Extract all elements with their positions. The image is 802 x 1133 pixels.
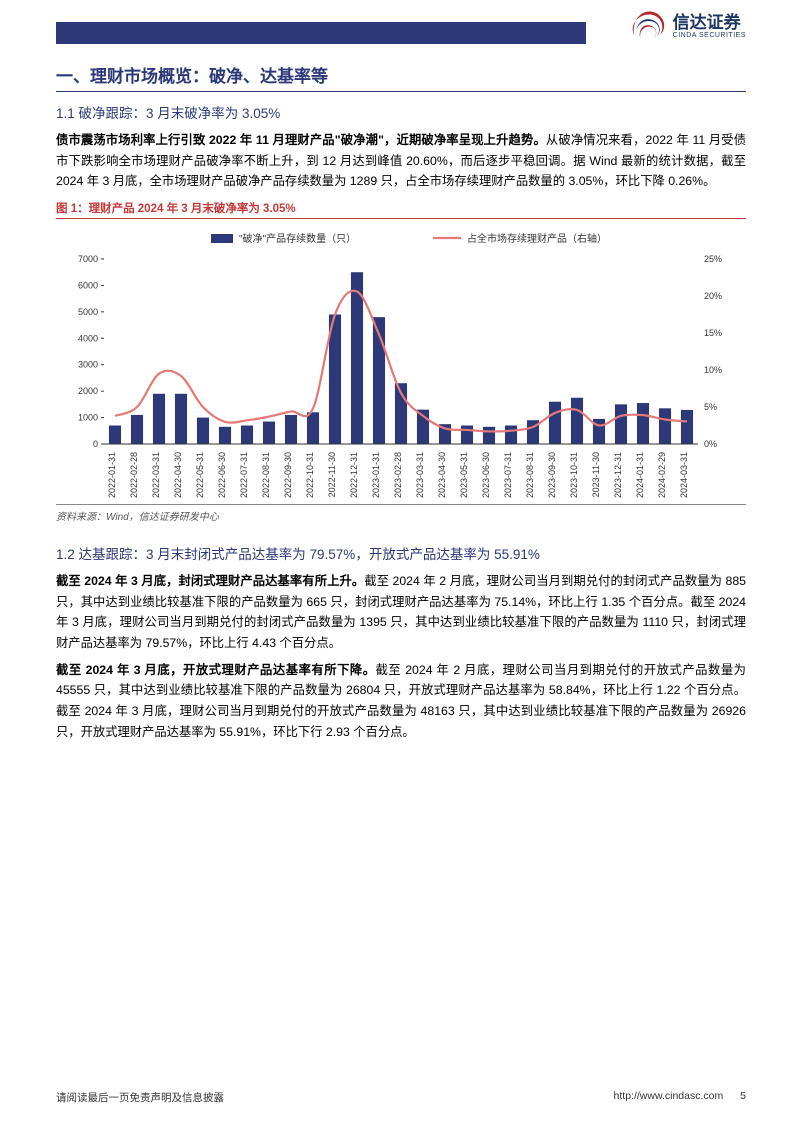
svg-text:占全市场存续理财产品（右轴）: 占全市场存续理财产品（右轴） — [467, 232, 607, 245]
svg-text:2023-10-31: 2023-10-31 — [569, 452, 579, 498]
svg-text:2023-01-31: 2023-01-31 — [371, 452, 381, 498]
logo-swirl-icon — [629, 10, 667, 44]
svg-text:2022-01-31: 2022-01-31 — [107, 452, 117, 498]
svg-text:4000: 4000 — [78, 333, 98, 343]
svg-text:2022-04-30: 2022-04-30 — [173, 452, 183, 498]
svg-text:2022-02-28: 2022-02-28 — [129, 452, 139, 498]
svg-text:0: 0 — [93, 439, 98, 449]
footer-disclaimer: 请阅读最后一页免责声明及信息披露 — [56, 1090, 224, 1105]
svg-text:15%: 15% — [704, 328, 722, 338]
para3-bold-lead: 截至 2024 年 3 月底，开放式理财产品达基率有所下降。 — [56, 663, 376, 677]
svg-text:2022-07-31: 2022-07-31 — [239, 452, 249, 498]
svg-text:1000: 1000 — [78, 413, 98, 423]
svg-text:2023-05-31: 2023-05-31 — [459, 452, 469, 498]
page-number: 5 — [740, 1090, 746, 1102]
logo-chinese-name: 信达证券 — [673, 14, 746, 32]
svg-text:2022-09-30: 2022-09-30 — [283, 452, 293, 498]
svg-text:25%: 25% — [704, 254, 722, 264]
svg-text:3000: 3000 — [78, 360, 98, 370]
svg-text:2022-11-30: 2022-11-30 — [327, 452, 337, 497]
svg-text:"破净"产品存续数量（只）: "破净"产品存续数量（只） — [239, 232, 356, 245]
footer-url: http://www.cindasc.com — [614, 1090, 724, 1102]
svg-text:2022-05-31: 2022-05-31 — [195, 452, 205, 498]
svg-text:2023-08-31: 2023-08-31 — [525, 452, 535, 498]
section-1-title: 一、理财市场概览：破净、达基率等 — [56, 62, 746, 92]
header-accent-bar — [56, 22, 586, 44]
para-bold-lead: 债市震荡市场利率上行引致 2022 年 11 月理财产品"破净潮"，近期破净率呈… — [56, 133, 546, 147]
chart-svg: "破净"产品存续数量（只） 占全市场存续理财产品（右轴） 0 1000 2000 3000… — [56, 229, 746, 504]
svg-text:2023-04-30: 2023-04-30 — [437, 452, 447, 498]
svg-text:2022-12-31: 2022-12-31 — [349, 452, 359, 498]
subsection-1-1-heading: 1.1 破净跟踪：3 月末破净率为 3.05% — [56, 102, 746, 122]
figure-1-caption-underline — [56, 218, 746, 219]
figure-1-caption: 图 1：理财产品 2024 年 3 月末破净率为 3.05% — [56, 200, 746, 216]
svg-text:2022-08-31: 2022-08-31 — [261, 452, 271, 498]
para2-bold-lead: 截至 2024 年 3 月底，封闭式理财产品达基率有所上升。 — [56, 574, 364, 588]
svg-text:2000: 2000 — [78, 386, 98, 396]
svg-text:2023-09-30: 2023-09-30 — [547, 452, 557, 498]
svg-text:2022-10-31: 2022-10-31 — [305, 452, 315, 498]
svg-text:2023-02-28: 2023-02-28 — [393, 452, 403, 498]
svg-text:2024-02-29: 2024-02-29 — [657, 452, 667, 498]
svg-text:2023-03-31: 2023-03-31 — [415, 452, 425, 498]
subsection-1-1-paragraph: 债市震荡市场利率上行引致 2022 年 11 月理财产品"破净潮"，近期破净率呈… — [56, 130, 746, 192]
svg-text:7000: 7000 — [78, 254, 98, 264]
page-content: 一、理财市场概览：破净、达基率等 1.1 破净跟踪：3 月末破净率为 3.05%… — [56, 62, 746, 748]
svg-text:2023-12-31: 2023-12-31 — [613, 452, 623, 498]
svg-text:2023-06-30: 2023-06-30 — [481, 452, 491, 498]
svg-text:2023-11-30: 2023-11-30 — [591, 452, 601, 497]
svg-text:2023-07-31: 2023-07-31 — [503, 452, 513, 498]
svg-text:5%: 5% — [704, 402, 717, 412]
logo-english-name: CINDA SECURITIES — [673, 32, 746, 39]
subsection-1-2-paragraph-2: 截至 2024 年 3 月底，开放式理财产品达基率有所下降。截至 2024 年 … — [56, 660, 746, 743]
svg-text:2024-03-31: 2024-03-31 — [679, 452, 689, 498]
figure-1-chart: "破净"产品存续数量（只） 占全市场存续理财产品（右轴） 0 1000 2000 3000… — [56, 229, 746, 504]
page-footer: 请阅读最后一页免责声明及信息披露 http://www.cindasc.com … — [56, 1090, 746, 1105]
svg-text:0%: 0% — [704, 439, 717, 449]
brand-logo: 信达证券 CINDA SECURITIES — [629, 10, 746, 44]
svg-text:20%: 20% — [704, 291, 722, 301]
svg-text:6000: 6000 — [78, 280, 98, 290]
svg-text:2024-01-31: 2024-01-31 — [635, 452, 645, 498]
svg-text:5000: 5000 — [78, 307, 98, 317]
svg-text:10%: 10% — [704, 365, 722, 375]
figure-1-source: 资料来源：Wind，信达证券研发中心 — [56, 504, 746, 523]
subsection-1-2-paragraph-1: 截至 2024 年 3 月底，封闭式理财产品达基率有所上升。截至 2024 年 … — [56, 571, 746, 654]
svg-text:2022-06-30: 2022-06-30 — [217, 452, 227, 498]
svg-text:2022-03-31: 2022-03-31 — [151, 452, 161, 498]
subsection-1-2-heading: 1.2 达基跟踪：3 月末封闭式产品达基率为 79.57%，开放式产品达基率为 … — [56, 543, 746, 563]
